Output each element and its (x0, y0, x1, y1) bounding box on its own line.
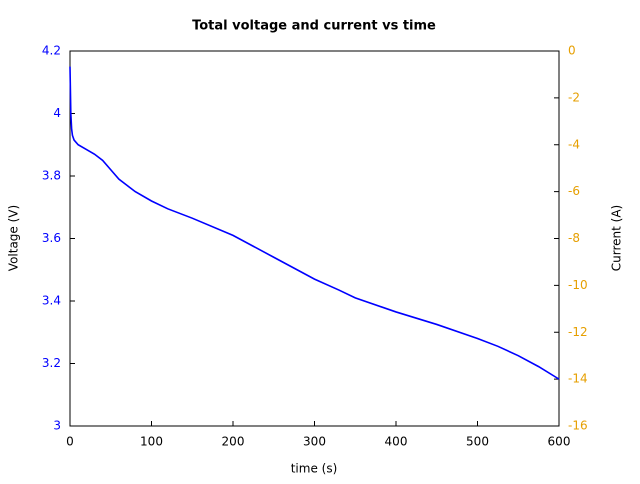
y2-tick-label: -14 (568, 372, 588, 386)
y2-tick-label: -8 (568, 231, 580, 245)
y-tick-label: 3.2 (42, 356, 61, 370)
y-tick-label: 4.2 (42, 44, 61, 58)
x-tick-label: 200 (222, 435, 245, 449)
y2-axis-label: Current (A) (610, 205, 624, 271)
y-axis-label: Voltage (V) (7, 205, 21, 271)
y-tick-label: 3.4 (42, 294, 61, 308)
y2-tick-label: -16 (568, 419, 588, 433)
x-axis-label: time (s) (291, 462, 338, 476)
y2-tick-label: -6 (568, 184, 580, 198)
chart-title: Total voltage and current vs time (192, 19, 436, 34)
y2-tick-label: -4 (568, 137, 580, 151)
y-tick-label: 4 (53, 106, 61, 120)
y2-tick-label: -2 (568, 90, 580, 104)
x-tick-label: 600 (548, 435, 571, 449)
x-tick-label: 0 (66, 435, 74, 449)
x-tick-label: 300 (303, 435, 326, 449)
y2-tick-label: -10 (568, 278, 588, 292)
x-tick-label: 500 (466, 435, 489, 449)
line-series (69, 66, 560, 380)
y-tick-label: 3 (53, 419, 61, 433)
x-tick-label: 100 (140, 435, 163, 449)
y2-tick-label: -12 (568, 325, 588, 339)
x-tick-label: 400 (385, 435, 408, 449)
y-tick-label: 3.8 (42, 169, 61, 183)
y-tick-label: 3.6 (42, 231, 61, 245)
y2-tick-label: 0 (568, 44, 576, 58)
